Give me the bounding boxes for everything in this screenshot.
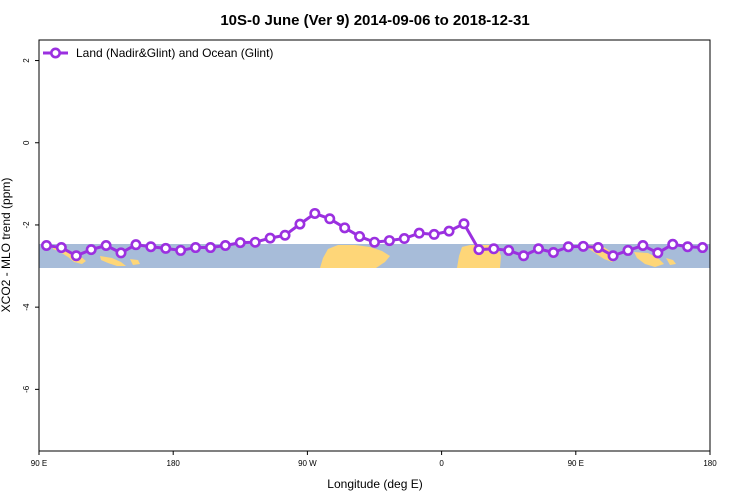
land-mass-islands-east	[666, 258, 676, 265]
data-point	[204, 242, 216, 254]
data-point	[264, 232, 276, 244]
data-point	[279, 229, 291, 241]
data-point	[383, 235, 395, 247]
series-layer	[40, 207, 709, 262]
data-point	[637, 240, 649, 252]
data-point	[607, 250, 619, 262]
legend-label: Land (Nadir&Glint) and Ocean (Glint)	[76, 46, 273, 60]
data-point	[354, 230, 366, 242]
data-point	[697, 242, 709, 254]
data-point	[682, 241, 694, 253]
data-point	[160, 242, 172, 254]
y-tick-label: -6	[22, 385, 31, 393]
data-point	[339, 222, 351, 234]
y-tick-label: -4	[22, 303, 31, 311]
data-point	[488, 243, 500, 255]
data-point	[443, 225, 455, 237]
data-point	[503, 244, 515, 256]
land-mass-islands-west-2	[100, 256, 126, 266]
x-tick-label: 180	[703, 459, 717, 468]
data-point	[175, 244, 187, 256]
legend-marker	[49, 47, 61, 59]
data-point	[324, 213, 336, 225]
y-tick-label: -2	[22, 221, 31, 229]
data-point	[413, 227, 425, 239]
legend: Land (Nadir&Glint) and Ocean (Glint)	[43, 46, 273, 60]
x-axis-label: Longitude (deg E)	[327, 477, 422, 491]
data-point	[219, 240, 231, 252]
plot-frame	[38, 39, 711, 452]
data-point	[562, 241, 574, 253]
x-axis: 90 E 180 90 W 0 90 E 180	[31, 451, 717, 468]
data-point	[368, 236, 380, 248]
data-point	[667, 238, 679, 250]
data-point	[547, 246, 559, 258]
y-axis: 2 0 -2 -4 -6	[22, 58, 39, 393]
data-point	[234, 237, 246, 249]
data-point	[473, 244, 485, 256]
data-point	[458, 218, 470, 230]
data-point	[592, 242, 604, 254]
data-point	[533, 243, 545, 255]
data-point	[115, 247, 127, 259]
x-tick-label: 90 E	[31, 459, 47, 468]
data-point	[130, 239, 142, 251]
data-point	[518, 250, 530, 262]
y-tick-label: 2	[22, 58, 31, 63]
data-point	[622, 244, 634, 256]
data-point	[652, 247, 664, 259]
data-point	[309, 207, 321, 219]
data-point	[249, 236, 261, 248]
data-point	[577, 240, 589, 252]
x-tick-label: 90 E	[568, 459, 584, 468]
data-point	[145, 241, 157, 253]
chart-title: 10S-0 June (Ver 9) 2014-09-06 to 2018-12…	[220, 12, 529, 29]
y-axis-label: XCO2 - MLO trend (ppm)	[0, 178, 13, 313]
x-tick-label: 90 W	[298, 459, 317, 468]
land-mass-new-guinea	[634, 252, 664, 267]
data-point	[190, 242, 202, 254]
land-mass-islands-west-3	[130, 259, 140, 265]
data-point	[398, 233, 410, 245]
data-point	[428, 228, 440, 240]
data-point	[70, 250, 82, 262]
data-point	[294, 218, 306, 230]
data-point	[85, 244, 97, 256]
data-point	[55, 242, 67, 254]
data-point	[40, 240, 52, 252]
data-point	[100, 240, 112, 252]
x-tick-label: 180	[167, 459, 181, 468]
x-tick-label: 0	[439, 459, 444, 468]
y-tick-label: 0	[22, 140, 31, 145]
land-mass-south-america	[320, 245, 390, 268]
